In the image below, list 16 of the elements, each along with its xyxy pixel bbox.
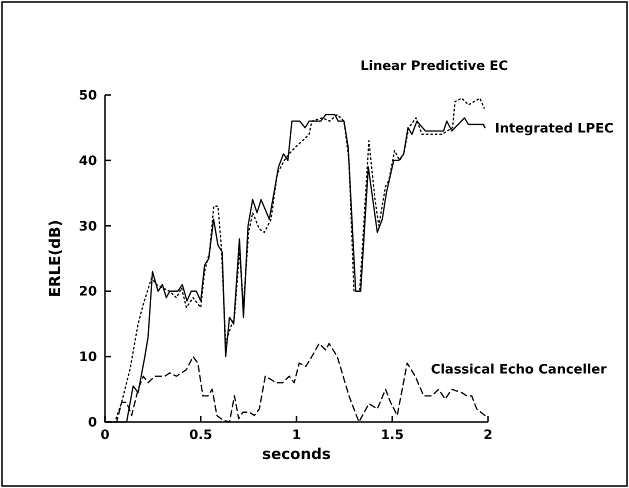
y-tick-label: 20 xyxy=(78,284,97,300)
x-tick-label: 0 xyxy=(100,428,110,443)
series-label: Classical Echo Canceller xyxy=(430,362,608,378)
text: Linear Predictive EC xyxy=(360,59,508,74)
y-tick-label: 0 xyxy=(88,416,97,430)
x-tick-label: 1.5 xyxy=(380,428,404,443)
series-label: Integrated LPEC xyxy=(494,122,614,137)
y-tick-label: 30 xyxy=(78,219,97,234)
y-axis-title: ERLE(dB) xyxy=(46,220,64,298)
y-tick-label: 10 xyxy=(78,350,97,366)
x-tick-label: 2 xyxy=(483,428,493,443)
x-axis-title: seconds xyxy=(262,445,331,463)
x-tick-label: 1 xyxy=(292,428,302,443)
x-tick-label: 0.5 xyxy=(189,428,212,443)
y-tick-label: 50 xyxy=(78,88,97,104)
y-tick-label: 40 xyxy=(78,154,97,169)
